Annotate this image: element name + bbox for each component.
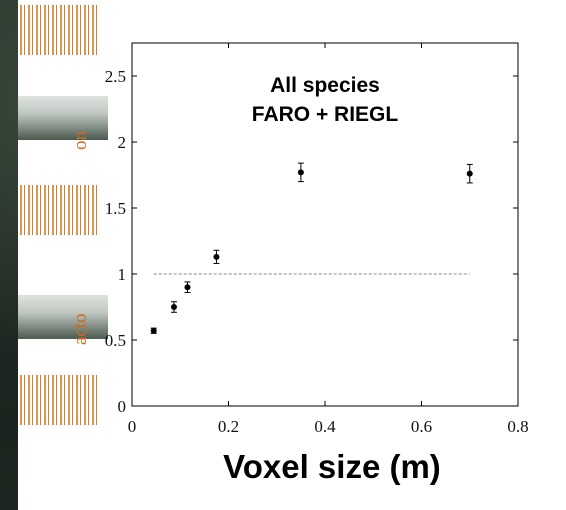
y-tick-label: 1 (118, 265, 127, 284)
cropped-fragment-1 (20, 5, 98, 55)
plot-frame (131, 42, 519, 407)
y-tick-label: 0 (118, 397, 127, 416)
chart-title-line: All species (270, 74, 380, 97)
data-point (184, 284, 191, 291)
data-point (150, 327, 157, 334)
data-point (466, 170, 473, 177)
x-tick-label: 0 (128, 417, 137, 436)
x-tick-label: 0.8 (507, 417, 528, 436)
data-point (213, 253, 220, 260)
figure-panel (18, 0, 566, 510)
x-axis-label: Voxel size (m) (223, 448, 441, 485)
cropped-fragment-3 (20, 375, 98, 425)
data-point (170, 304, 177, 310)
y-tick-label: 2 (118, 133, 127, 152)
cropped-gray-band-1 (18, 96, 108, 140)
cropped-gray-band-2 (18, 295, 108, 339)
chart-title-line: FARO + RIEGL (252, 103, 399, 126)
y-tick-label: 0.5 (105, 331, 126, 350)
data-point (297, 169, 304, 176)
y-tick-label: 2.5 (105, 67, 126, 86)
x-tick-label: 0.6 (411, 417, 432, 436)
x-tick-label: 0.4 (314, 417, 336, 436)
x-tick-label: 0.2 (218, 417, 239, 436)
y-tick-label: 1.5 (105, 199, 126, 218)
cropped-fragment-2 (20, 185, 98, 235)
